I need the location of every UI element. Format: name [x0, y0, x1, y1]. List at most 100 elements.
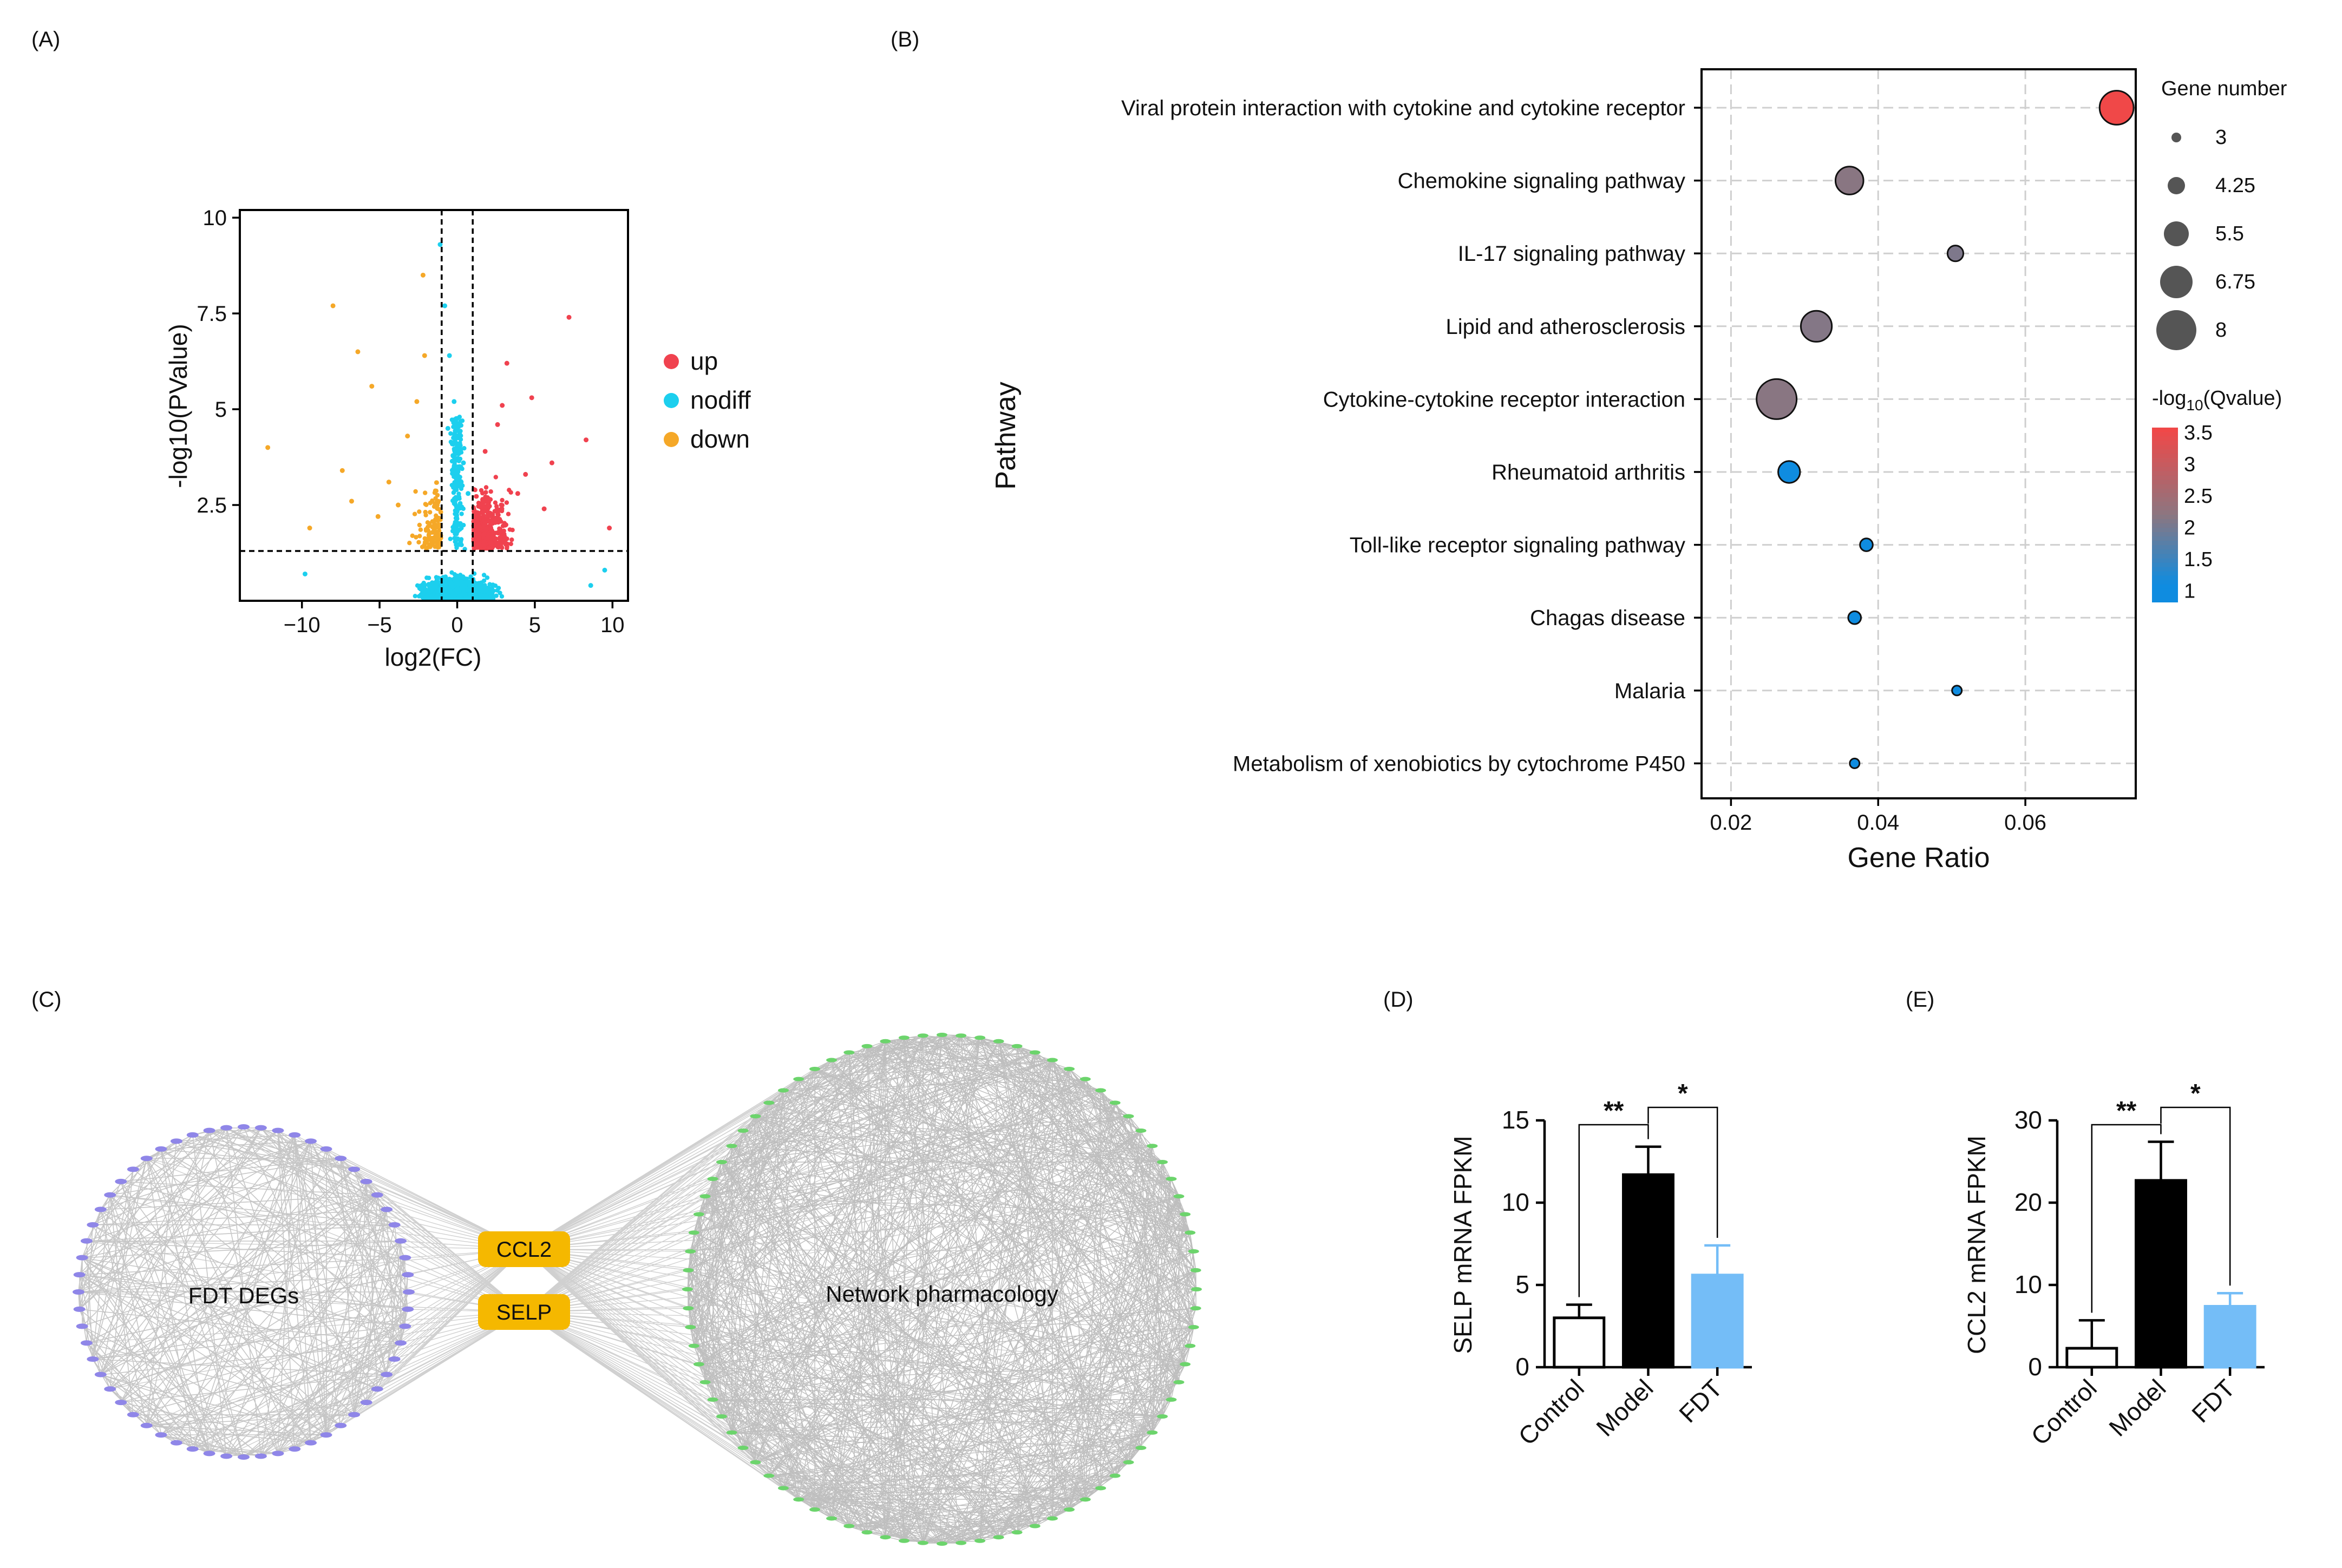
volcano-legend-swatch-nodiff	[664, 393, 679, 408]
bubble-category-label: IL-17 signaling pathway	[1458, 242, 1685, 266]
volcano-point-nodiff	[499, 594, 505, 599]
deg-node	[140, 1422, 153, 1428]
color-legend-segment	[2152, 558, 2178, 563]
volcano-point-down	[426, 524, 430, 529]
network-diagram: FDT DEGs Network pharmacology CCL2 SELP	[73, 1033, 1202, 1546]
volcano-point-nodiff	[453, 508, 457, 513]
volcano-point-down	[339, 468, 345, 473]
bubble-category-label: Chagas disease	[1530, 606, 1685, 630]
volcano-point-down	[435, 536, 440, 542]
volcano-point-nodiff	[452, 421, 457, 425]
hub-node-selp: SELP	[478, 1294, 570, 1330]
deg-node	[238, 1454, 250, 1460]
pharmacology-node	[699, 1194, 711, 1199]
pharmacology-node	[1095, 1486, 1107, 1491]
pharmacology-node	[937, 1541, 947, 1546]
volcano-point-down	[434, 513, 439, 518]
volcano-point-up	[493, 500, 498, 505]
pharmacology-node	[1080, 1077, 1091, 1081]
volcano-point-nodiff	[458, 573, 463, 578]
color-legend-segment	[2152, 462, 2178, 468]
volcano-point-nodiff	[302, 571, 308, 576]
pharmacology-node	[843, 1524, 855, 1528]
volcano-point-up	[482, 500, 487, 504]
bubble-mark	[2098, 90, 2135, 126]
volcano-point-nodiff	[484, 594, 489, 599]
volcano-point-nodiff	[478, 586, 483, 591]
volcano-point-nodiff	[494, 593, 499, 598]
volcano-point-nodiff	[457, 415, 462, 419]
volcano-point-nodiff	[453, 476, 459, 481]
volcano-point-up	[584, 437, 589, 443]
pharmacology-node	[1029, 1050, 1041, 1055]
pharmacology-node	[1185, 1343, 1196, 1348]
volcano-point-up	[473, 523, 477, 528]
hub-label-selp: SELP	[496, 1301, 552, 1324]
color-legend-segment	[2152, 510, 2178, 515]
volcano-point-down	[431, 519, 436, 524]
pharmacology-node	[682, 1287, 693, 1291]
deg-node	[127, 1412, 139, 1418]
bubble-x-tick-label: 0.06	[2004, 811, 2046, 835]
pharmacology-node	[750, 1114, 761, 1119]
deg-node	[87, 1222, 99, 1228]
volcano-point-nodiff	[441, 592, 447, 596]
pharmacology-node	[793, 1497, 804, 1502]
deg-node	[115, 1400, 127, 1406]
color-legend-segment	[2152, 532, 2178, 537]
pharmacology-node	[1180, 1362, 1191, 1367]
pharmacology-node	[726, 1144, 737, 1149]
bubble-mark	[1800, 310, 1833, 343]
volcano-point-nodiff	[481, 578, 487, 583]
deg-node	[402, 1272, 414, 1278]
volcano-point-up	[472, 537, 477, 542]
volcano-point-nodiff	[461, 460, 466, 465]
deg-node	[272, 1451, 284, 1457]
deg-node	[399, 1255, 411, 1261]
volcano-point-nodiff	[459, 585, 464, 591]
volcano-point-nodiff	[413, 594, 417, 599]
volcano-point-up	[504, 360, 509, 366]
volcano-point-nodiff	[453, 436, 457, 441]
ccl2-y-label: CCL2 mRNA FPKM	[1962, 1136, 1991, 1354]
deg-node	[104, 1386, 116, 1392]
volcano-point-down	[417, 522, 422, 528]
volcano-plot: −10 −5 0 5 10 2.5 5 7.5 10 log2(FC) -log10(PVal…	[164, 206, 751, 671]
color-legend-tick: 3	[2184, 454, 2195, 476]
volcano-point-nodiff	[459, 423, 463, 428]
pharmacology-node	[1166, 1397, 1177, 1402]
color-legend-segment	[2152, 575, 2178, 581]
pharmacology-node	[685, 1325, 696, 1330]
volcano-point-nodiff	[450, 442, 455, 447]
volcano-point-up	[497, 517, 502, 522]
volcano-point-nodiff	[454, 580, 459, 585]
volcano-y-label: -log10(PValue)	[164, 324, 192, 488]
deg-node	[305, 1138, 317, 1144]
volcano-x-tick-label: −5	[367, 613, 392, 637]
volcano-x-ticks: −10 −5 0 5 10	[284, 601, 625, 637]
volcano-point-up	[491, 534, 496, 539]
volcano-point-nodiff	[456, 449, 462, 455]
pharmacology-node	[1135, 1446, 1147, 1451]
volcano-point-nodiff	[447, 353, 452, 358]
bar-fdt	[2203, 1305, 2256, 1369]
volcano-point-nodiff	[455, 516, 460, 521]
deg-node	[155, 1432, 167, 1438]
volcano-point-nodiff	[454, 575, 459, 580]
panel-label-e: (E)	[1906, 988, 1934, 1012]
volcano-point-nodiff	[460, 466, 465, 471]
deg-node	[254, 1125, 267, 1131]
color-legend-segment	[2152, 571, 2178, 576]
volcano-point-down	[433, 496, 438, 501]
pharmacology-node	[1123, 1460, 1134, 1465]
volcano-point-nodiff	[457, 522, 462, 527]
bubble-mark	[1756, 378, 1798, 420]
volcano-point-nodiff	[485, 575, 490, 580]
significance-bracket	[1647, 1106, 1718, 1238]
volcano-point-up	[495, 422, 500, 427]
y-tick-label: 30	[2014, 1106, 2042, 1134]
volcano-point-up	[494, 507, 500, 511]
pharmacology-node	[1064, 1066, 1075, 1071]
volcano-point-down	[375, 514, 381, 519]
